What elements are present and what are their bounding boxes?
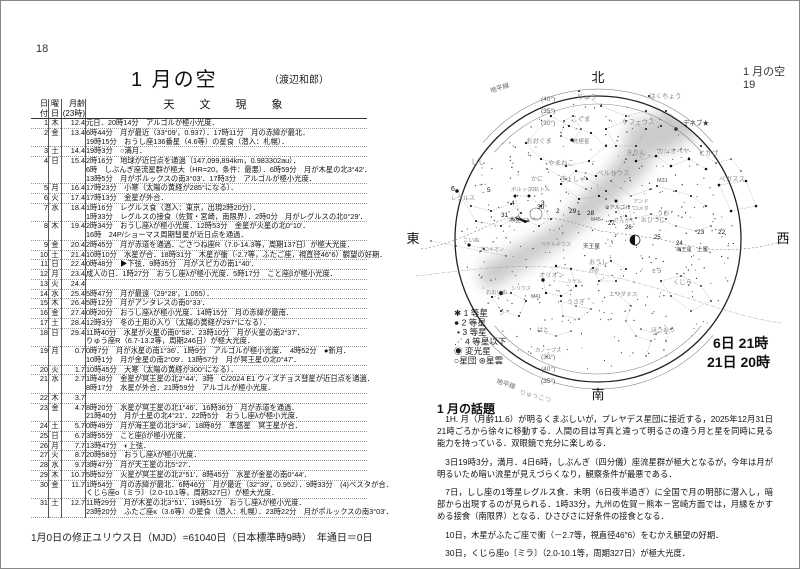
svg-text:(30°): (30°) [541, 119, 555, 127]
svg-text:しし: しし [471, 158, 485, 166]
svg-text:21日 20時: 21日 20時 [707, 354, 770, 370]
svg-text:土星: 土星 [697, 245, 709, 253]
svg-text:5: 5 [487, 187, 491, 194]
svg-text:レグルス: レグルス [451, 194, 475, 202]
svg-text:• 3 等星: • 3 等星 [457, 326, 487, 337]
svg-text:りゅう: りゅう [577, 93, 597, 101]
svg-text:ケフェウス: ケフェウス [622, 118, 655, 126]
svg-text:くじら: くじら [673, 278, 692, 286]
svg-text:ペルセウス: ペルセウス [597, 169, 630, 177]
svg-text:⊚アルゴル: ⊚アルゴル [605, 203, 631, 211]
svg-text:31: 31 [501, 212, 509, 219]
svg-text:M31: M31 [657, 178, 668, 184]
svg-text:うお: うお [657, 209, 670, 217]
svg-text:4: 4 [511, 200, 515, 207]
svg-text:カストル: カストル [529, 186, 551, 193]
svg-text:カシオペヤ: カシオペヤ [657, 147, 690, 155]
svg-text:M45: M45 [591, 217, 601, 223]
svg-text:1: 1 [577, 210, 581, 217]
svg-text:27: 27 [608, 221, 615, 227]
svg-text:2: 2 [556, 208, 560, 215]
svg-text:木星: 木星 [509, 216, 521, 224]
svg-text:25: 25 [654, 235, 661, 241]
svg-text:赤道: 赤道 [589, 267, 599, 274]
svg-text:南: 南 [591, 387, 604, 402]
svg-text:23: 23 [697, 229, 705, 236]
svg-text:ベテルギウス: ベテルギウス [541, 241, 571, 248]
svg-text:北極星: 北極星 [573, 137, 590, 145]
svg-text:30: 30 [537, 204, 545, 211]
svg-text:オリオン: オリオン [539, 271, 564, 279]
svg-text:西: 西 [776, 231, 789, 246]
svg-text:おおぐま: おおぐま [526, 137, 552, 145]
svg-text:おおいぬ: おおいぬ [486, 289, 508, 296]
svg-text:○星団 ⊛星雲: ○星団 ⊛星雲 [454, 356, 504, 366]
svg-text:うさぎ: うさぎ [567, 298, 585, 306]
svg-text:(35°): (35°) [541, 107, 555, 115]
svg-text:(35°): (35°) [541, 377, 555, 385]
svg-text:ペガスス: ペガスス [719, 174, 745, 183]
svg-text:アンド: アンド [633, 198, 649, 205]
svg-text:ほうおう: ほうおう [651, 327, 675, 334]
svg-text:きりん: きりん [626, 149, 646, 157]
svg-text:◉ 変光星: ◉ 変光星 [454, 345, 491, 356]
svg-text:地平線: 地平線 [495, 376, 517, 391]
svg-text:(30°): (30°) [541, 353, 555, 361]
svg-text:りゅうこつ: りゅうこつ [518, 388, 551, 404]
svg-text:おひつじ: おひつじ [641, 217, 665, 224]
svg-text:地平線: 地平線 [489, 80, 511, 95]
svg-text:(40°): (40°) [541, 365, 555, 373]
svg-text:6: 6 [451, 186, 455, 193]
svg-text:はと: はと [537, 327, 549, 334]
svg-text:プロキオン: プロキオン [479, 247, 504, 253]
svg-text:リゲル: リゲル [567, 278, 582, 285]
svg-text:● 2 等星: ● 2 等星 [454, 317, 486, 328]
svg-text:かに: かに [531, 176, 543, 183]
svg-text:22: 22 [718, 229, 726, 236]
svg-text:カノープス: カノープス [535, 347, 561, 354]
svg-text:26: 26 [625, 225, 632, 231]
svg-text:シリウス: シリウス [511, 285, 531, 292]
svg-text:やまねこ: やまねこ [548, 159, 574, 167]
svg-text:(40°): (40°) [541, 95, 555, 103]
svg-text:29: 29 [569, 208, 577, 215]
svg-text:ロメダ: ロメダ [633, 204, 650, 212]
svg-text:おうし: おうし [589, 258, 608, 266]
svg-text:M41: M41 [531, 294, 541, 300]
svg-text:さんかく: さんかく [614, 217, 635, 224]
svg-text:東: 東 [406, 231, 419, 246]
svg-text:28: 28 [587, 210, 595, 217]
svg-text:エリダヌス: エリダヌス [609, 290, 638, 298]
svg-text:こぐま: こぐま [571, 115, 591, 123]
svg-text:✱ 1 等星: ✱ 1 等星 [454, 307, 488, 318]
svg-text:ぎょしゃ: ぎょしゃ [560, 174, 586, 183]
svg-text:海王星: 海王星 [676, 245, 692, 253]
svg-text:はくちょう: はくちょう [649, 92, 682, 100]
svg-text:ミラ: ミラ [651, 268, 662, 275]
svg-text:とかげ: とかげ [699, 148, 719, 157]
svg-text:こいぬ: こいぬ [463, 237, 480, 244]
svg-text:天王星: 天王星 [583, 243, 600, 250]
svg-text:6日 21時: 6日 21時 [713, 335, 768, 351]
svg-text:⋰ 4 等星以下: ⋰ 4 等星以下 [454, 336, 507, 347]
svg-text:北: 北 [591, 71, 604, 85]
